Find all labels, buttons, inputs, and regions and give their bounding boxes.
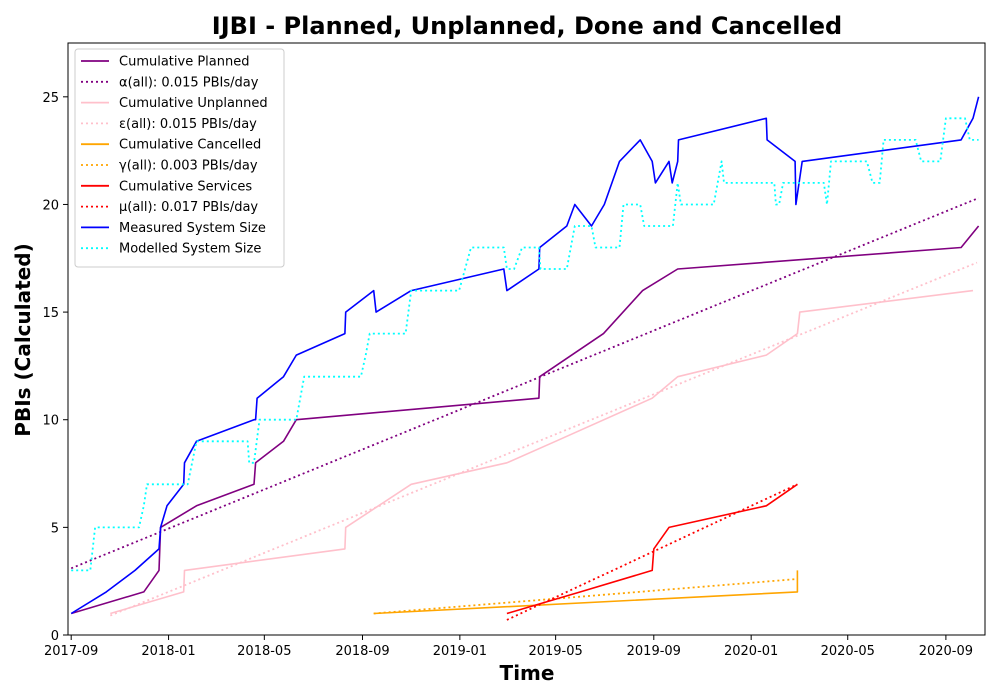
legend-label: Cumulative Services — [119, 179, 252, 194]
legend-label: Cumulative Cancelled — [119, 138, 261, 153]
series-line-7 — [506, 483, 798, 615]
series-layer — [70, 96, 980, 621]
series-line-2 — [70, 197, 979, 570]
chart-title: IJBI - Planned, Unplanned, Done and Canc… — [212, 12, 842, 40]
x-axis-label: Time — [500, 661, 555, 685]
series-line-9 — [70, 96, 980, 615]
x-tick-label: 2017-09 — [44, 644, 98, 659]
series-line-4 — [109, 261, 978, 617]
legend-label: μ(all): 0.017 PBIs/day — [119, 200, 258, 215]
x-tick-label: 2019-01 — [433, 644, 487, 659]
x-tick-label: 2018-01 — [141, 644, 195, 659]
plot-frame — [67, 42, 986, 636]
x-tick-label: 2020-01 — [724, 644, 778, 659]
x-tick-label: 2020-05 — [821, 644, 875, 659]
legend: Cumulative Planned α(all): 0.015 PBIs/day… — [74, 48, 285, 268]
y-axis-label: PBIs (Calculated) — [11, 243, 35, 436]
y-tick-label: 0 — [51, 629, 59, 644]
legend-label: Modelled System Size — [119, 242, 261, 257]
series-line-5 — [373, 570, 799, 615]
y-tick-label: 5 — [51, 521, 59, 536]
y-axis: 0 5 10 15 20 25 — [42, 91, 68, 644]
series-line-8 — [506, 483, 798, 621]
y-tick-label: 25 — [42, 91, 59, 106]
legend-label: α(all): 0.015 PBIs/day — [119, 75, 259, 90]
y-tick-label: 10 — [42, 414, 59, 429]
x-axis: 2017-09 2018-01 2018-05 2018-09 2019-01 2019-… — [44, 635, 973, 659]
x-tick-label: 2018-09 — [335, 644, 389, 659]
legend-label: Cumulative Unplanned — [119, 96, 268, 111]
series-line-10 — [71, 117, 979, 572]
y-tick-label: 20 — [42, 198, 59, 213]
legend-label: Cumulative Planned — [119, 55, 249, 70]
x-tick-label: 2018-05 — [237, 644, 291, 659]
legend-label: Measured System Size — [119, 221, 266, 236]
y-tick-label: 15 — [42, 306, 59, 321]
x-tick-label: 2019-05 — [528, 644, 582, 659]
x-tick-label: 2020-09 — [919, 644, 973, 659]
legend-box — [74, 48, 285, 268]
x-tick-label: 2019-09 — [627, 644, 681, 659]
legend-label: γ(all): 0.003 PBIs/day — [119, 159, 258, 174]
series-line-6 — [373, 578, 798, 615]
legend-label: ε(all): 0.015 PBIs/day — [119, 117, 257, 132]
